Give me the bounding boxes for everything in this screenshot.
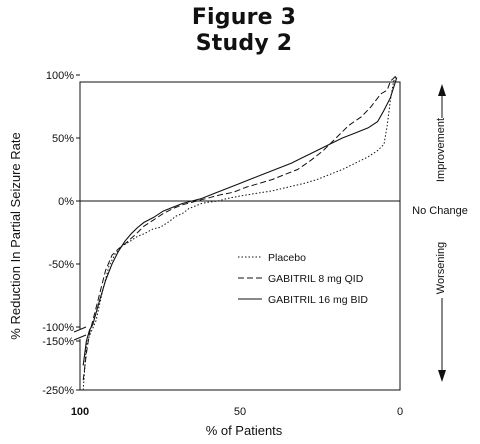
legend-label: GABITRIL 8 mg QID — [268, 273, 364, 285]
series-line-gabitril-16-mg-bid — [82, 77, 398, 366]
y-tick-label: 0% — [58, 196, 74, 208]
figure-subtitle: Study 2 — [196, 31, 292, 56]
side-annotations: Improvement Worsening No Change — [412, 84, 468, 382]
x-tick-label: 50 — [234, 406, 246, 418]
y-tick-label: 50% — [52, 133, 74, 145]
plot-frame — [79, 81, 401, 391]
y-axis-label: % Reduction In Partial Seizure Rate — [8, 132, 23, 339]
y-tick-label: -100% — [42, 322, 74, 334]
plot-area: 100% 50% 0% -50% -100% -150% -250% 100 50 0 — [42, 70, 403, 418]
legend: Placebo GABITRIL 8 mg QID GABITRIL 16 mg B… — [238, 252, 368, 306]
y-tick-label: -250% — [42, 385, 74, 397]
series-line-gabitril-8-mg-qid — [82, 74, 398, 381]
series-line-placebo — [82, 74, 398, 391]
legend-label: Placebo — [268, 252, 306, 264]
figure-title: Figure 3 — [192, 5, 296, 30]
y-axis-break — [73, 326, 87, 341]
worsening-label: Worsening — [435, 242, 447, 294]
x-ticks: 100 50 0 — [71, 406, 403, 418]
y-ticks: 100% 50% 0% -50% -100% -150% -250% — [42, 70, 80, 397]
up-arrow-icon — [438, 84, 446, 96]
y-tick-label: -150% — [42, 336, 74, 348]
direction-arrows — [438, 84, 446, 382]
x-tick-label: 100 — [71, 406, 89, 418]
down-arrow-icon — [438, 370, 446, 382]
improvement-label: Improvement — [435, 118, 447, 182]
legend-label: GABITRIL 16 mg BID — [268, 294, 368, 306]
y-tick-label: 100% — [46, 70, 74, 82]
y-tick-label: -50% — [48, 259, 74, 271]
series-group — [82, 74, 398, 391]
x-tick-label: 0 — [397, 406, 403, 418]
x-axis-label: % of Patients — [206, 423, 283, 438]
no-change-label: No Change — [412, 205, 468, 217]
